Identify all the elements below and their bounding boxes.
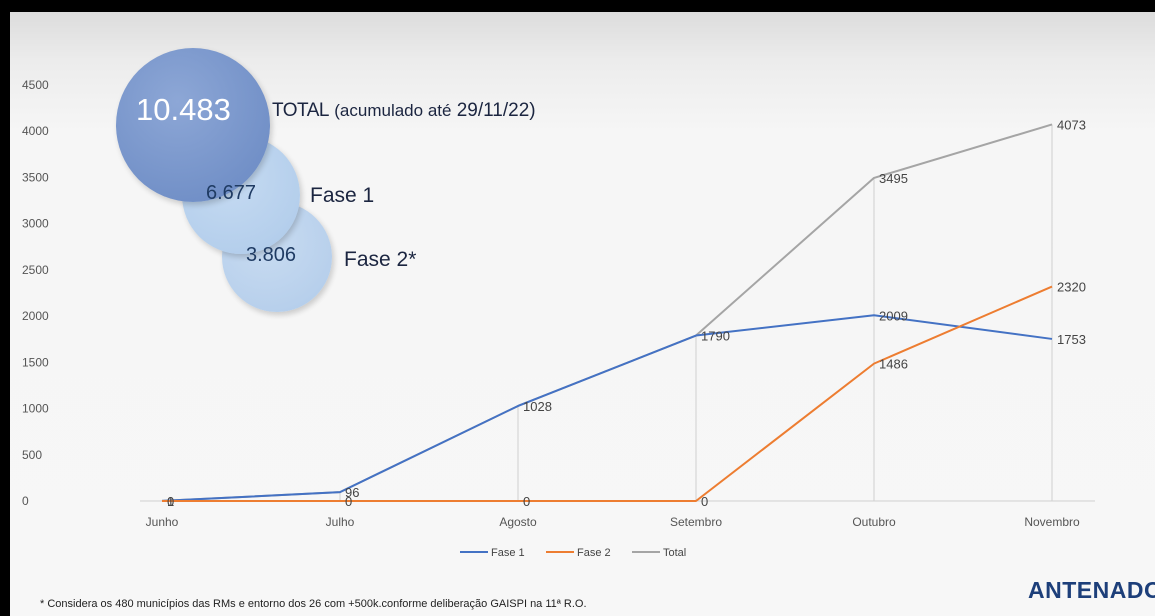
legend-label: Total xyxy=(663,547,686,559)
data-label: 2009 xyxy=(879,308,908,323)
total-label-bold: TOTAL xyxy=(272,100,329,121)
y-tick-label: 3000 xyxy=(22,217,49,231)
line-chart: 050010001500200025003000350040004500Junh… xyxy=(22,78,1095,559)
total-bubble xyxy=(116,48,270,202)
x-tick-label: Outubro xyxy=(852,515,896,529)
fase2-label: Fase 2* xyxy=(344,248,417,271)
brand-logo: ANTENADO xyxy=(1028,577,1155,603)
data-label: 1 xyxy=(167,494,174,509)
total-label-date: 29/11/22) xyxy=(456,100,536,121)
total-value: 10.483 xyxy=(136,92,231,127)
data-label: 4073 xyxy=(1057,117,1086,132)
y-tick-label: 2500 xyxy=(22,263,49,277)
y-tick-label: 1500 xyxy=(22,355,49,369)
x-tick-label: Setembro xyxy=(670,515,722,529)
x-tick-label: Junho xyxy=(146,515,179,529)
x-tick-label: Agosto xyxy=(499,515,537,529)
data-label: 0 xyxy=(345,494,352,509)
slide: 0 500 1000 1500 2000 2500 3000 3500 4000 4500 Junh… xyxy=(10,12,1155,616)
data-label: 3495 xyxy=(879,171,908,186)
fase1-value: 6.677 xyxy=(206,182,257,204)
x-tick-label: Julho xyxy=(326,515,355,529)
y-tick-label: 3500 xyxy=(22,170,49,184)
data-label: 0 xyxy=(701,494,708,509)
y-tick-label: 4000 xyxy=(22,124,49,138)
fase1-label: Fase 1 xyxy=(310,184,375,207)
data-label: 2320 xyxy=(1057,280,1086,295)
data-label: 1753 xyxy=(1057,332,1086,347)
series-line-fase-1 xyxy=(161,314,1053,502)
total-label-rest: (acumulado até xyxy=(334,101,452,120)
data-label: 1486 xyxy=(879,357,908,372)
x-tick-label: Novembro xyxy=(1024,515,1080,529)
fase2-value: 3.806 xyxy=(246,244,297,266)
data-label: 96 xyxy=(345,485,359,500)
series-line-fase-2 xyxy=(162,285,1053,502)
y-tick-label: 0 xyxy=(22,494,29,508)
y-tick-label: 2000 xyxy=(22,309,49,323)
total-label: TOTAL (acumulado até 29/11/22) xyxy=(272,100,536,122)
legend-label: Fase 2 xyxy=(577,547,611,559)
data-label: 1790 xyxy=(701,329,730,344)
data-label: 0 xyxy=(523,494,530,509)
y-tick-label: 1000 xyxy=(22,402,49,416)
legend-label: Fase 1 xyxy=(491,547,525,559)
y-tick-label: 4500 xyxy=(22,78,49,92)
y-tick-label: 500 xyxy=(22,448,42,462)
data-label: 0 xyxy=(167,494,174,509)
footnote: * Considera os 480 municípios das RMs e … xyxy=(40,598,587,610)
data-label: 1028 xyxy=(523,399,552,414)
